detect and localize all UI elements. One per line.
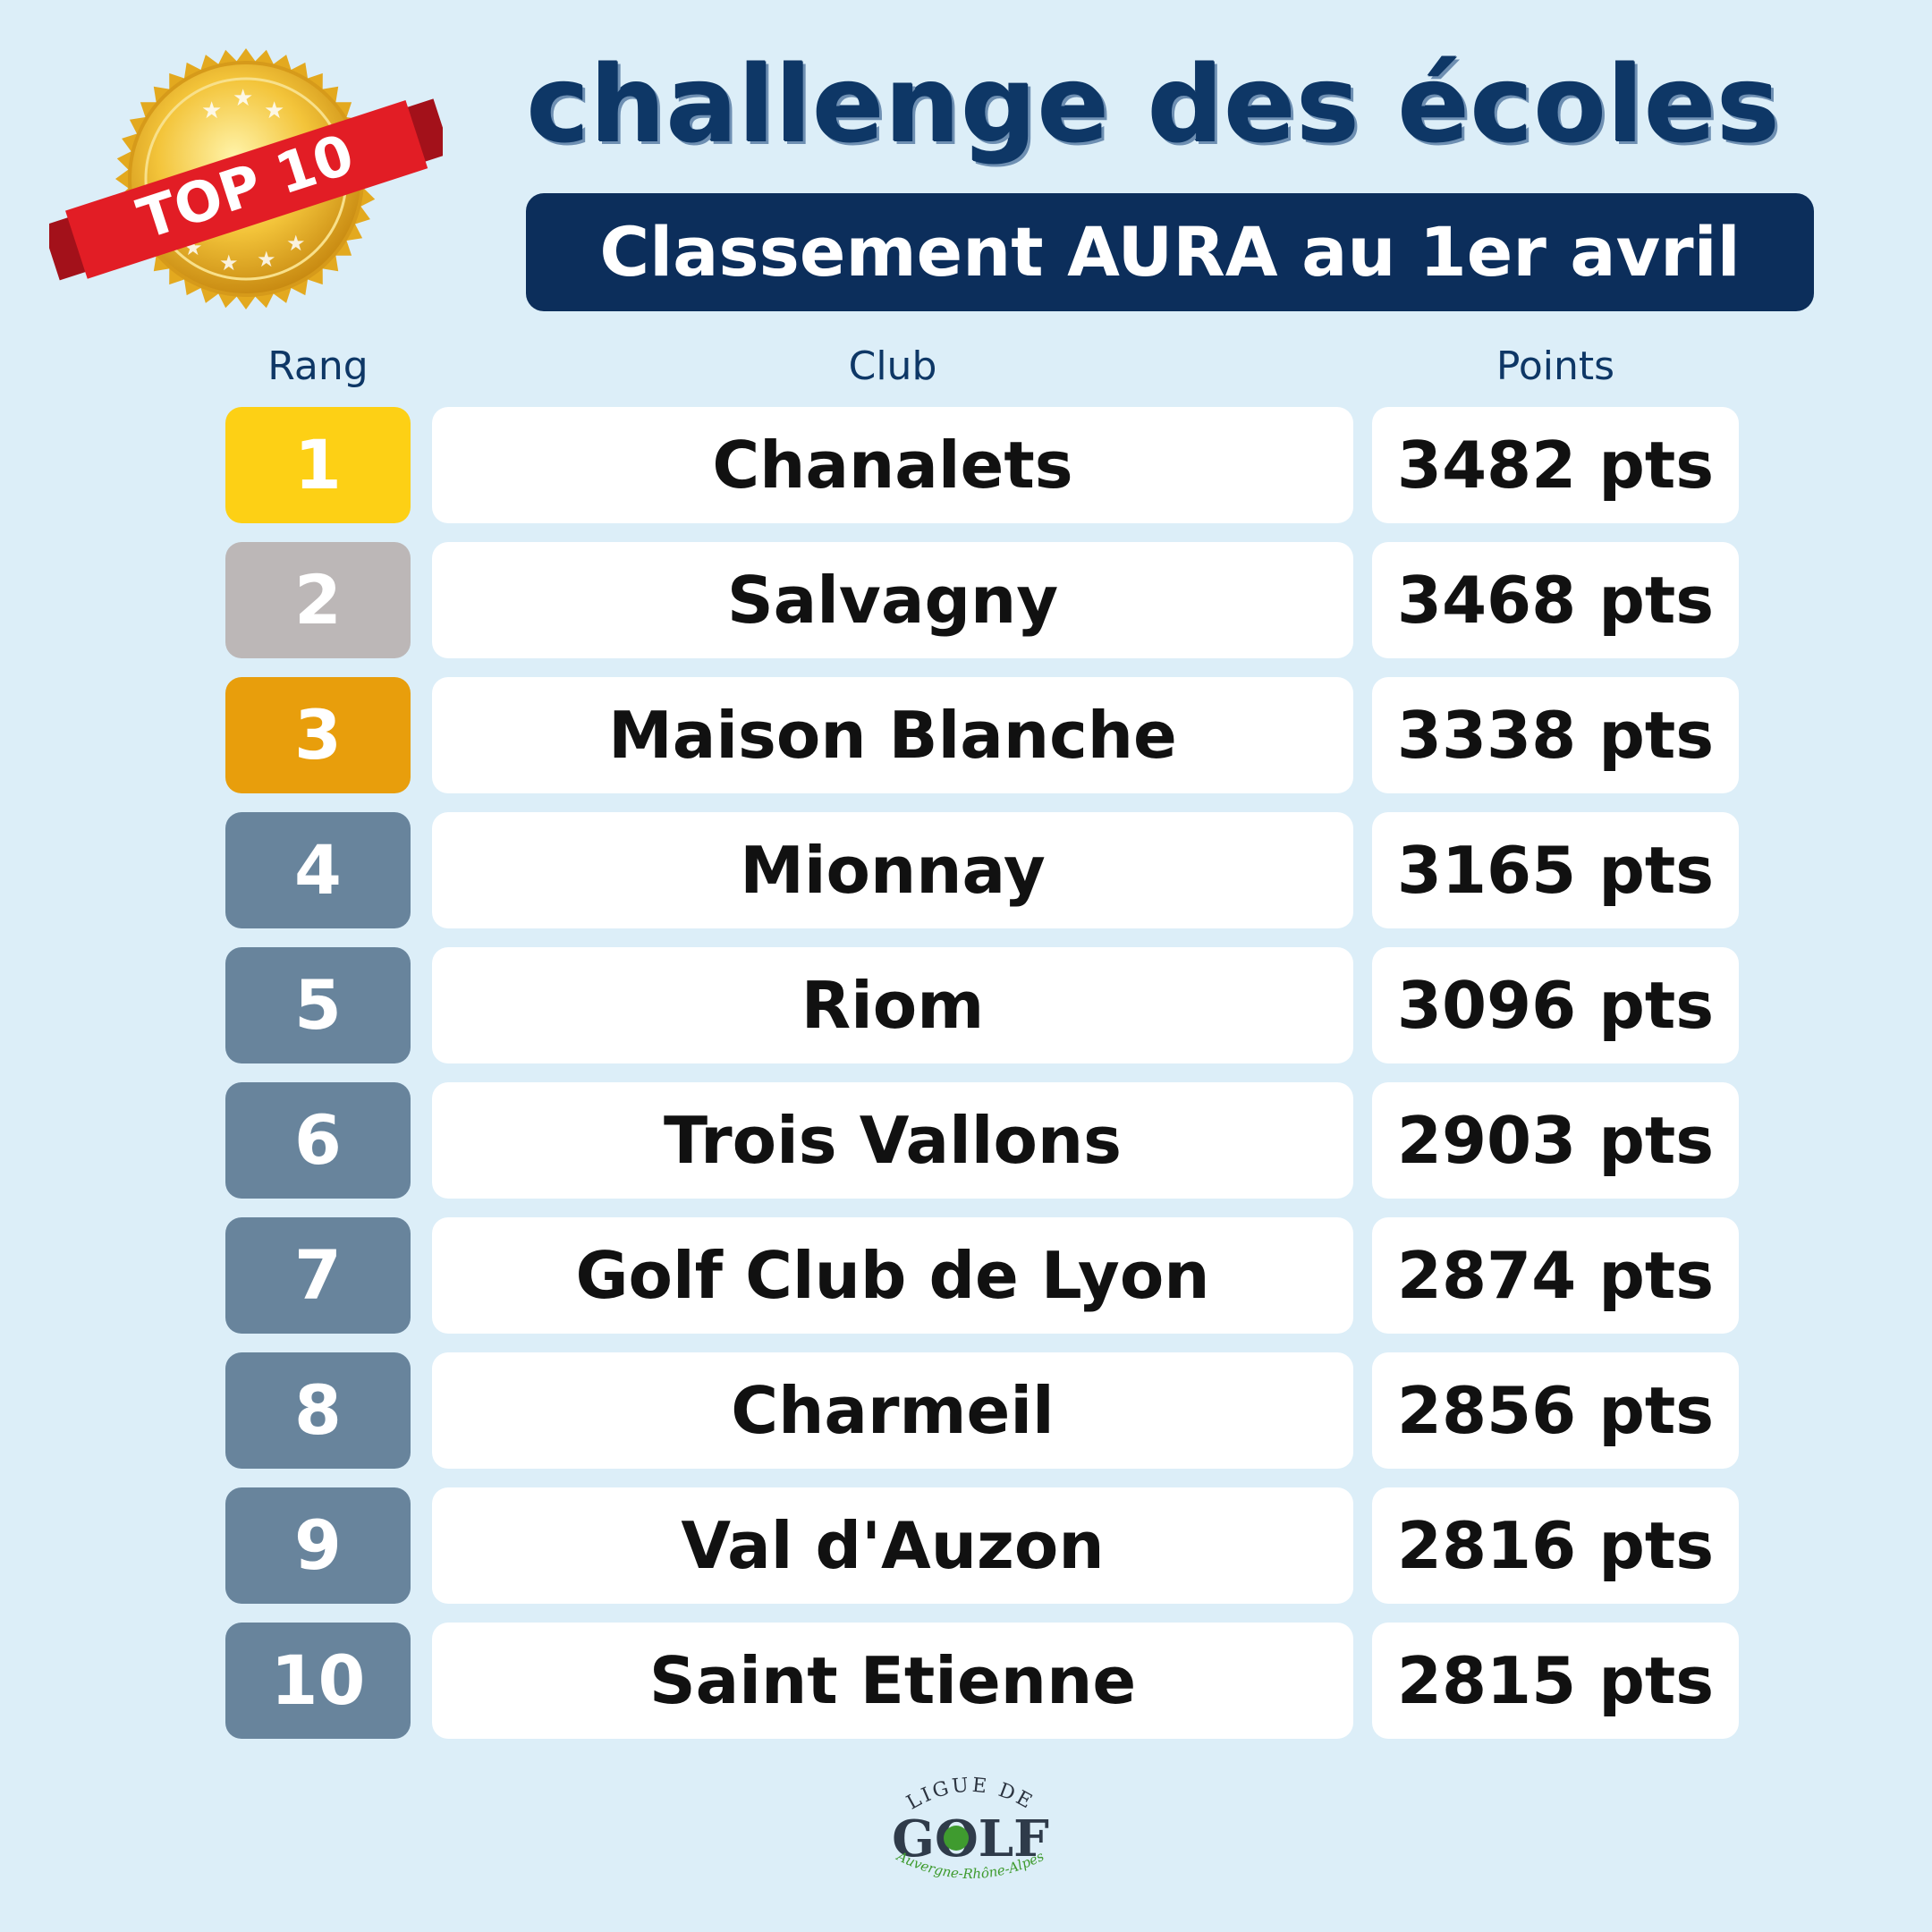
club-name: Golf Club de Lyon bbox=[432, 1217, 1353, 1334]
subtitle-banner: Classement AURA au 1er avril bbox=[526, 193, 1814, 311]
table-row: 3 Maison Blanche 3338 pts bbox=[0, 677, 1932, 793]
table-row: 2 Salvagny 3468 pts bbox=[0, 542, 1932, 658]
page-title: challenge des écoles de golf bbox=[527, 43, 1781, 301]
table-row: 6 Trois Vallons 2903 pts bbox=[0, 1082, 1932, 1199]
club-points: 3338 pts bbox=[1372, 677, 1739, 793]
rank-badge: 8 bbox=[225, 1352, 411, 1469]
svg-text:★: ★ bbox=[233, 85, 253, 112]
club-points: 3165 pts bbox=[1372, 812, 1739, 928]
club-name: Riom bbox=[432, 947, 1353, 1063]
table-row: 7 Golf Club de Lyon 2874 pts bbox=[0, 1217, 1932, 1334]
column-header-rank: Rang bbox=[267, 343, 369, 389]
rank-badge: 7 bbox=[225, 1217, 411, 1334]
club-points: 2856 pts bbox=[1372, 1352, 1739, 1469]
rank-badge: 10 bbox=[225, 1623, 411, 1739]
table-row: 4 Mionnay 3165 pts bbox=[0, 812, 1932, 928]
svg-text:★: ★ bbox=[219, 250, 239, 275]
club-points: 2903 pts bbox=[1372, 1082, 1739, 1199]
svg-text:LIGUE DE: LIGUE DE bbox=[903, 1775, 1038, 1815]
table-row: 5 Riom 3096 pts bbox=[0, 947, 1932, 1063]
table-row: 8 Charmeil 2856 pts bbox=[0, 1352, 1932, 1469]
club-name: Saint Etienne bbox=[432, 1623, 1353, 1739]
column-header-points: Points bbox=[1496, 343, 1615, 389]
rank-badge: 1 bbox=[225, 407, 411, 523]
club-name: Charmeil bbox=[432, 1352, 1353, 1469]
club-name: Val d'Auzon bbox=[432, 1487, 1353, 1604]
club-name: Maison Blanche bbox=[432, 677, 1353, 793]
club-name: Chanalets bbox=[432, 407, 1353, 523]
rank-badge: 5 bbox=[225, 947, 411, 1063]
club-name: Mionnay bbox=[432, 812, 1353, 928]
svg-text:★: ★ bbox=[286, 231, 306, 256]
table-row: 10 Saint Etienne 2815 pts bbox=[0, 1623, 1932, 1739]
rank-badge: 9 bbox=[225, 1487, 411, 1604]
rank-badge: 2 bbox=[225, 542, 411, 658]
logo-main: GOLF bbox=[892, 1809, 1049, 1868]
rank-badge: 3 bbox=[225, 677, 411, 793]
club-name: Salvagny bbox=[432, 542, 1353, 658]
club-points: 2874 pts bbox=[1372, 1217, 1739, 1334]
club-points: 3482 pts bbox=[1372, 407, 1739, 523]
ligue-golf-logo: LIGUE DE GOLF Auvergne-Rhône-Alpes bbox=[892, 1775, 1049, 1883]
club-points: 3468 pts bbox=[1372, 542, 1739, 658]
club-points: 2815 pts bbox=[1372, 1623, 1739, 1739]
table-row: 9 Val d'Auzon 2816 pts bbox=[0, 1487, 1932, 1604]
svg-text:★: ★ bbox=[201, 97, 222, 124]
golf-ball-icon bbox=[944, 1826, 969, 1851]
svg-text:★: ★ bbox=[264, 97, 284, 124]
rank-badge: 4 bbox=[225, 812, 411, 928]
club-points: 3096 pts bbox=[1372, 947, 1739, 1063]
top10-badge: ★ ★ ★ ★ ★ ★ ★ TOP 10 bbox=[49, 48, 443, 309]
svg-text:★: ★ bbox=[257, 247, 276, 272]
column-header-club: Club bbox=[848, 343, 937, 389]
club-points: 2816 pts bbox=[1372, 1487, 1739, 1604]
logo-line1: LIGUE DE bbox=[903, 1775, 1035, 1815]
table-row: 1 Chanalets 3482 pts bbox=[0, 407, 1932, 523]
rank-badge: 6 bbox=[225, 1082, 411, 1199]
club-name: Trois Vallons bbox=[432, 1082, 1353, 1199]
